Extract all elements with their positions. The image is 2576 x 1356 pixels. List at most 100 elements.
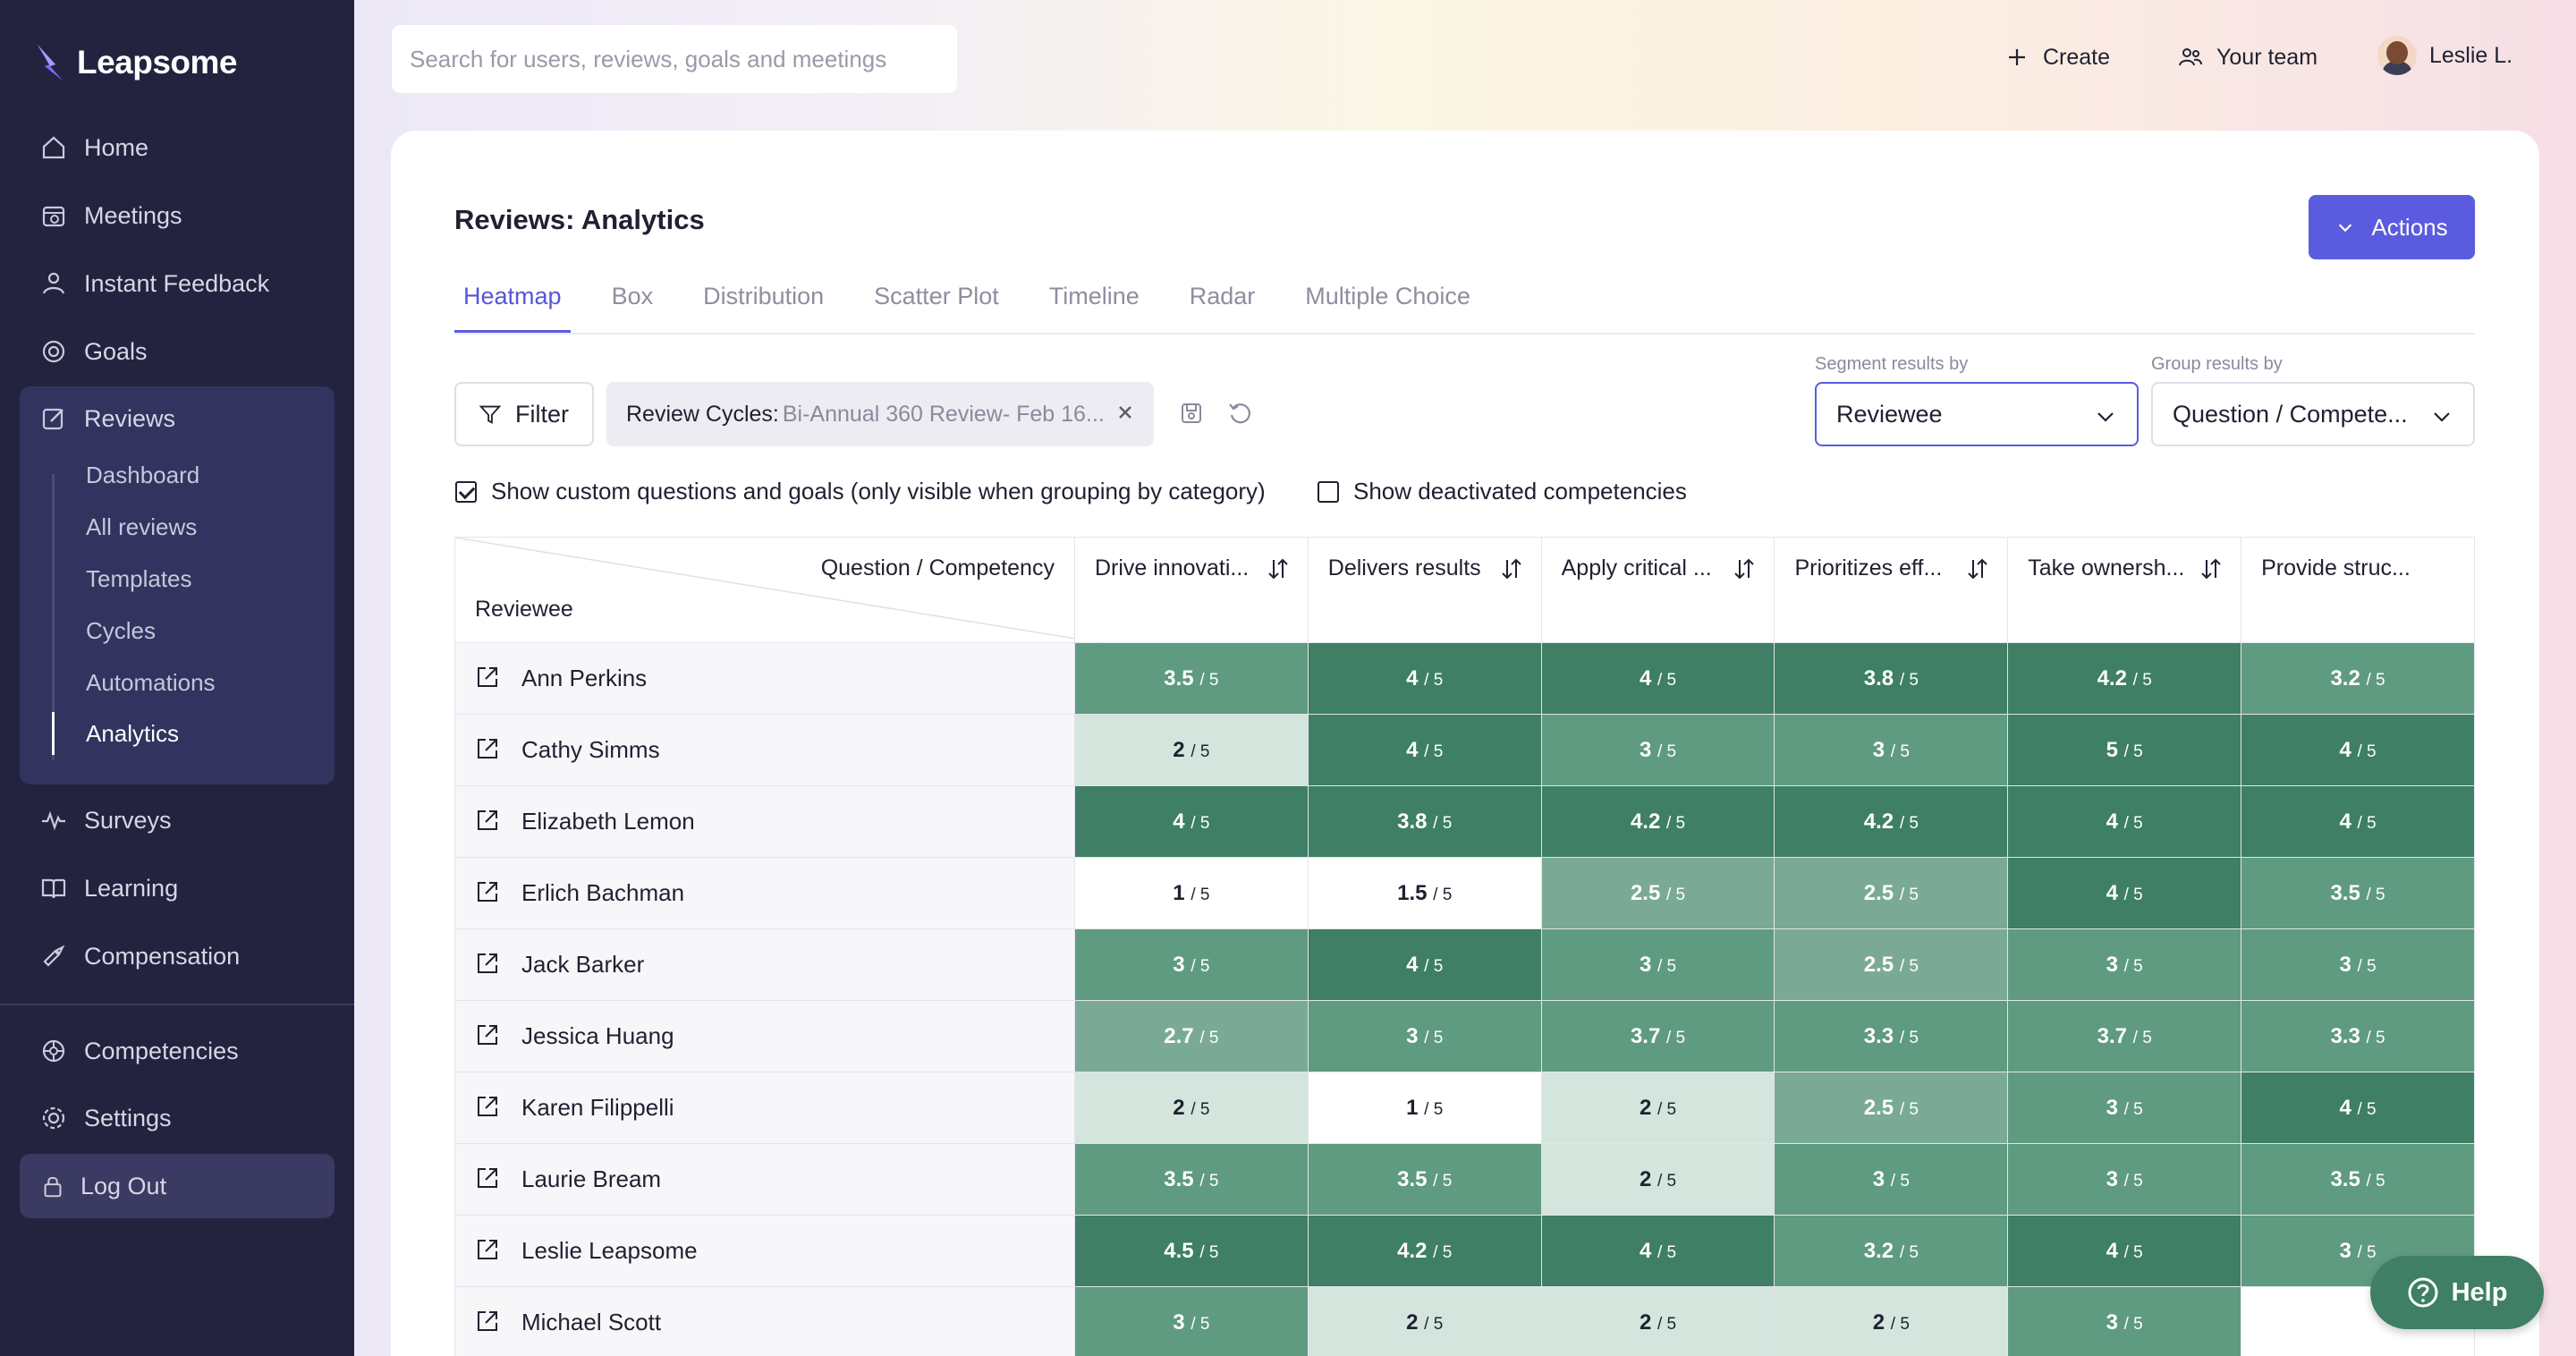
score-cell[interactable]: 4 / 5 bbox=[1540, 1215, 1775, 1287]
score-cell[interactable]: 2 / 5 bbox=[1774, 1286, 2009, 1356]
score-cell[interactable]: 4 / 5 bbox=[2241, 785, 2475, 858]
score-cell[interactable]: 4 / 5 bbox=[1307, 714, 1542, 786]
nav-surveys[interactable]: Surveys bbox=[20, 790, 335, 851]
column-header[interactable]: Drive innovati... bbox=[1073, 537, 1309, 643]
score-cell[interactable]: 3.5 / 5 bbox=[1073, 642, 1309, 715]
score-cell[interactable]: 4 / 5 bbox=[2007, 785, 2242, 858]
external-link-icon[interactable] bbox=[473, 949, 502, 978]
custom-questions-checkbox[interactable] bbox=[455, 480, 477, 503]
score-cell[interactable]: 2 / 5 bbox=[1540, 1143, 1775, 1216]
reviewee-cell[interactable]: Erlich Bachman bbox=[454, 857, 1075, 929]
score-cell[interactable]: 3.8 / 5 bbox=[1307, 785, 1542, 858]
external-link-icon[interactable] bbox=[473, 1307, 502, 1335]
score-cell[interactable]: 3.5 / 5 bbox=[2241, 857, 2475, 929]
score-cell[interactable]: 2 / 5 bbox=[1073, 1072, 1309, 1144]
score-cell[interactable]: 1 / 5 bbox=[1307, 1072, 1542, 1144]
close-icon[interactable] bbox=[1113, 400, 1138, 425]
search-input[interactable]: Search for users, reviews, goals and mee… bbox=[392, 25, 957, 93]
score-cell[interactable]: 3.5 / 5 bbox=[1073, 1143, 1309, 1216]
score-cell[interactable]: 3.3 / 5 bbox=[2241, 1000, 2475, 1072]
actions-button[interactable]: Actions bbox=[2309, 195, 2475, 259]
nav-settings[interactable]: Settings bbox=[20, 1088, 335, 1148]
score-cell[interactable]: 2 / 5 bbox=[1307, 1286, 1542, 1356]
score-cell[interactable]: 2.5 / 5 bbox=[1540, 857, 1775, 929]
tab-distribution[interactable]: Distribution bbox=[703, 283, 825, 309]
external-link-icon[interactable] bbox=[473, 877, 502, 906]
score-cell[interactable]: 3 / 5 bbox=[2007, 1286, 2242, 1356]
sort-icon[interactable] bbox=[1731, 555, 1758, 582]
score-cell[interactable]: 4 / 5 bbox=[1073, 785, 1309, 858]
tab-box[interactable]: Box bbox=[611, 283, 654, 309]
external-link-icon[interactable] bbox=[473, 1092, 502, 1121]
reviewee-cell[interactable]: Michael Scott bbox=[454, 1286, 1075, 1356]
score-cell[interactable]: 3 / 5 bbox=[2007, 1072, 2242, 1144]
score-cell[interactable]: 3.2 / 5 bbox=[1774, 1215, 2009, 1287]
score-cell[interactable]: 5 / 5 bbox=[2007, 714, 2242, 786]
reviewee-cell[interactable]: Leslie Leapsome bbox=[454, 1215, 1075, 1287]
tab-timeline[interactable]: Timeline bbox=[1048, 283, 1140, 309]
your-team-button[interactable]: Your team bbox=[2177, 39, 2318, 75]
heatmap-table-container[interactable]: Question / Competency Reviewee Drive inn… bbox=[454, 537, 2475, 1356]
reviewee-cell[interactable]: Ann Perkins bbox=[454, 642, 1075, 715]
score-cell[interactable]: 3.7 / 5 bbox=[2007, 1000, 2242, 1072]
score-cell[interactable]: 3 / 5 bbox=[1540, 714, 1775, 786]
score-cell[interactable]: 4.2 / 5 bbox=[1774, 785, 2009, 858]
score-cell[interactable]: 2 / 5 bbox=[1540, 1286, 1775, 1356]
subnav-analytics[interactable]: Analytics bbox=[86, 720, 180, 747]
reset-icon[interactable] bbox=[1225, 399, 1254, 428]
external-link-icon[interactable] bbox=[473, 806, 502, 835]
score-cell[interactable]: 2 / 5 bbox=[1540, 1072, 1775, 1144]
tab-scatter-plot[interactable]: Scatter Plot bbox=[874, 283, 999, 309]
score-cell[interactable]: 4 / 5 bbox=[2241, 714, 2475, 786]
nav-meetings[interactable]: Meetings bbox=[20, 185, 335, 246]
score-cell[interactable]: 2.7 / 5 bbox=[1073, 1000, 1309, 1072]
score-cell[interactable]: 3.3 / 5 bbox=[1774, 1000, 2009, 1072]
score-cell[interactable]: 2.5 / 5 bbox=[1774, 1072, 2009, 1144]
sort-icon[interactable] bbox=[1964, 555, 1991, 582]
nav-compensation[interactable]: Compensation bbox=[20, 926, 335, 987]
deactivated-checkbox[interactable] bbox=[1318, 480, 1339, 503]
score-cell[interactable]: 4.2 / 5 bbox=[1307, 1215, 1542, 1287]
logout-button[interactable]: Log Out bbox=[20, 1154, 335, 1218]
score-cell[interactable]: 2 / 5 bbox=[1073, 714, 1309, 786]
tab-multiple-choice[interactable]: Multiple Choice bbox=[1305, 283, 1470, 309]
score-cell[interactable]: 4.5 / 5 bbox=[1073, 1215, 1309, 1287]
group-select[interactable]: Question / Compete... bbox=[2151, 382, 2475, 446]
score-cell[interactable]: 4.2 / 5 bbox=[1540, 785, 1775, 858]
nav-reviews[interactable]: Reviews bbox=[20, 388, 335, 449]
nav-goals[interactable]: Goals bbox=[20, 321, 335, 382]
score-cell[interactable]: 4 / 5 bbox=[2241, 1072, 2475, 1144]
column-header[interactable]: Delivers results bbox=[1307, 537, 1542, 643]
score-cell[interactable]: 1.5 / 5 bbox=[1307, 857, 1542, 929]
score-cell[interactable]: 4 / 5 bbox=[1540, 642, 1775, 715]
score-cell[interactable]: 3 / 5 bbox=[2007, 1143, 2242, 1216]
score-cell[interactable]: 4 / 5 bbox=[1307, 928, 1542, 1001]
score-cell[interactable]: 4 / 5 bbox=[1307, 642, 1542, 715]
score-cell[interactable]: 2.5 / 5 bbox=[1774, 928, 2009, 1001]
reviewee-cell[interactable]: Jack Barker bbox=[454, 928, 1075, 1001]
subnav-templates[interactable]: Templates bbox=[86, 565, 192, 592]
score-cell[interactable]: 3 / 5 bbox=[1073, 1286, 1309, 1356]
column-header[interactable]: Take ownersh... bbox=[2007, 537, 2242, 643]
score-cell[interactable]: 2.5 / 5 bbox=[1774, 857, 2009, 929]
score-cell[interactable]: 3.7 / 5 bbox=[1540, 1000, 1775, 1072]
column-header[interactable]: Provide struc... bbox=[2241, 537, 2475, 643]
subnav-automations[interactable]: Automations bbox=[86, 669, 216, 696]
subnav-cycles[interactable]: Cycles bbox=[86, 617, 157, 644]
deactivated-checkbox-row[interactable]: Show deactivated competencies bbox=[1318, 478, 1687, 505]
score-cell[interactable]: 3.2 / 5 bbox=[2241, 642, 2475, 715]
nav-instant-feedback[interactable]: Instant Feedback bbox=[20, 253, 335, 314]
score-cell[interactable]: 3 / 5 bbox=[1307, 1000, 1542, 1072]
column-header[interactable]: Prioritizes eff... bbox=[1774, 537, 2009, 643]
nav-competencies[interactable]: Competencies bbox=[20, 1021, 335, 1081]
nav-home[interactable]: Home bbox=[20, 117, 335, 178]
external-link-icon[interactable] bbox=[473, 663, 502, 691]
score-cell[interactable]: 1 / 5 bbox=[1073, 857, 1309, 929]
nav-learning[interactable]: Learning bbox=[20, 858, 335, 919]
reviewee-cell[interactable]: Elizabeth Lemon bbox=[454, 785, 1075, 858]
score-cell[interactable]: 3.5 / 5 bbox=[2241, 1143, 2475, 1216]
segment-select[interactable]: Reviewee bbox=[1815, 382, 2139, 446]
column-header[interactable]: Apply critical ... bbox=[1540, 537, 1775, 643]
score-cell[interactable]: 3 / 5 bbox=[1774, 714, 2009, 786]
leapsome-logo[interactable]: Leapsome bbox=[36, 39, 238, 86]
